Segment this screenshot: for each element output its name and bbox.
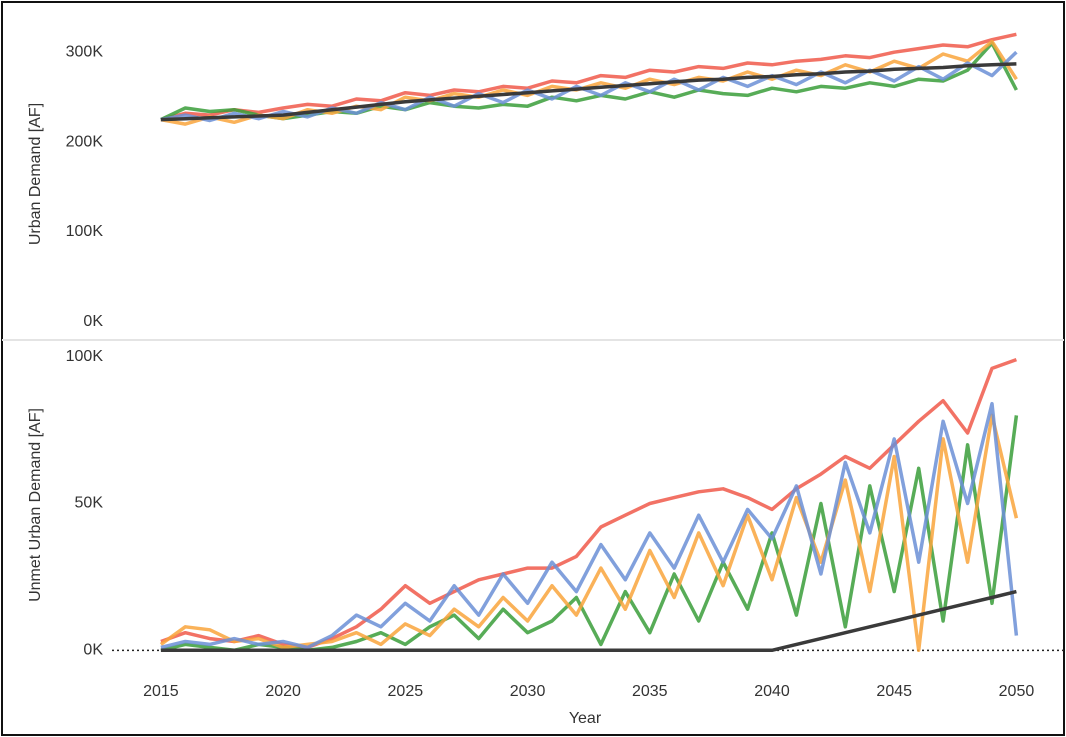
y-tick-label: 200K: [66, 133, 104, 150]
line-series: [160, 32, 1017, 122]
line-series: [160, 62, 1017, 122]
x-tick-label: 2050: [999, 683, 1035, 700]
x-tick-label: 2035: [632, 683, 668, 700]
x-tick-label: 2025: [388, 683, 424, 700]
y-tick-label: 0K: [83, 313, 103, 330]
x-axis-title: Year: [569, 710, 602, 727]
x-tick-label: 2020: [265, 683, 301, 700]
y-tick-label: 300K: [66, 43, 104, 60]
x-tick-label: 2045: [876, 683, 912, 700]
line-series: [160, 357, 1017, 650]
y-tick-label: 100K: [66, 348, 104, 365]
y-tick-label: 0K: [83, 642, 103, 659]
y-tick-label: 50K: [75, 495, 104, 512]
x-tick-label: 2040: [754, 683, 790, 700]
line-series: [160, 401, 1019, 650]
x-tick-label: 2015: [143, 683, 179, 700]
y-tick-label: 100K: [66, 223, 104, 240]
y-axis-title: Urban Demand [AF]: [27, 103, 44, 245]
x-tick-label: 2030: [510, 683, 546, 700]
line-series: [160, 589, 1017, 653]
y-axis-title: Unmet Urban Demand [AF]: [27, 408, 44, 602]
